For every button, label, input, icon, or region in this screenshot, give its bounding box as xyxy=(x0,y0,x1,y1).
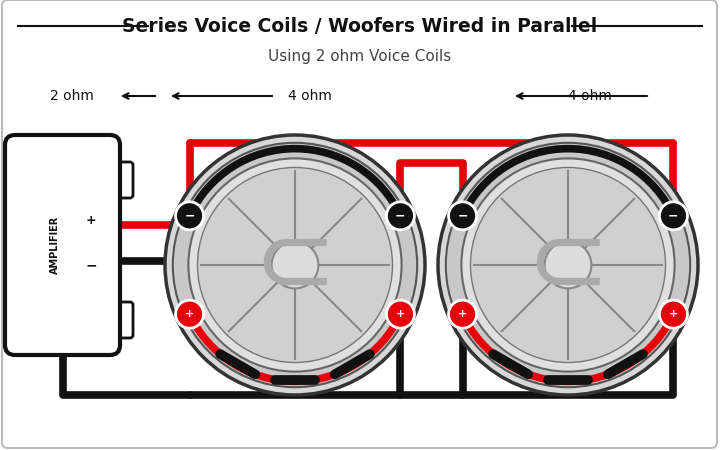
Circle shape xyxy=(165,135,425,395)
Text: −: − xyxy=(85,258,96,272)
Circle shape xyxy=(197,167,392,363)
Text: 2 ohm: 2 ohm xyxy=(50,89,94,103)
Text: 4 ohm: 4 ohm xyxy=(288,89,332,103)
Text: +: + xyxy=(458,309,467,319)
Circle shape xyxy=(660,202,688,230)
Text: AMPLIFIER: AMPLIFIER xyxy=(50,216,60,274)
Circle shape xyxy=(446,143,690,387)
Circle shape xyxy=(438,135,698,395)
Text: Using 2 ohm Voice Coils: Using 2 ohm Voice Coils xyxy=(269,49,451,63)
Text: 4 ohm: 4 ohm xyxy=(568,89,612,103)
Text: +: + xyxy=(185,309,194,319)
Text: +: + xyxy=(669,309,678,319)
Text: −: − xyxy=(457,209,468,222)
Circle shape xyxy=(387,300,415,328)
Circle shape xyxy=(544,242,591,288)
Circle shape xyxy=(449,300,477,328)
Text: −: − xyxy=(184,209,195,222)
Circle shape xyxy=(387,202,415,230)
FancyBboxPatch shape xyxy=(5,135,120,355)
Circle shape xyxy=(189,158,402,372)
Circle shape xyxy=(462,158,675,372)
Text: −: − xyxy=(395,209,405,222)
Circle shape xyxy=(470,167,665,363)
Text: +: + xyxy=(86,213,96,226)
Circle shape xyxy=(176,202,204,230)
Circle shape xyxy=(660,300,688,328)
Text: ⊂: ⊂ xyxy=(253,216,336,314)
FancyBboxPatch shape xyxy=(105,162,133,198)
Text: +: + xyxy=(396,309,405,319)
Circle shape xyxy=(173,143,417,387)
Circle shape xyxy=(449,202,477,230)
Circle shape xyxy=(176,300,204,328)
Circle shape xyxy=(271,242,318,288)
Text: −: − xyxy=(668,209,679,222)
FancyBboxPatch shape xyxy=(105,302,133,338)
Text: Series Voice Coils / Woofers Wired in Parallel: Series Voice Coils / Woofers Wired in Pa… xyxy=(122,17,598,36)
Text: ⊂: ⊂ xyxy=(527,216,609,314)
